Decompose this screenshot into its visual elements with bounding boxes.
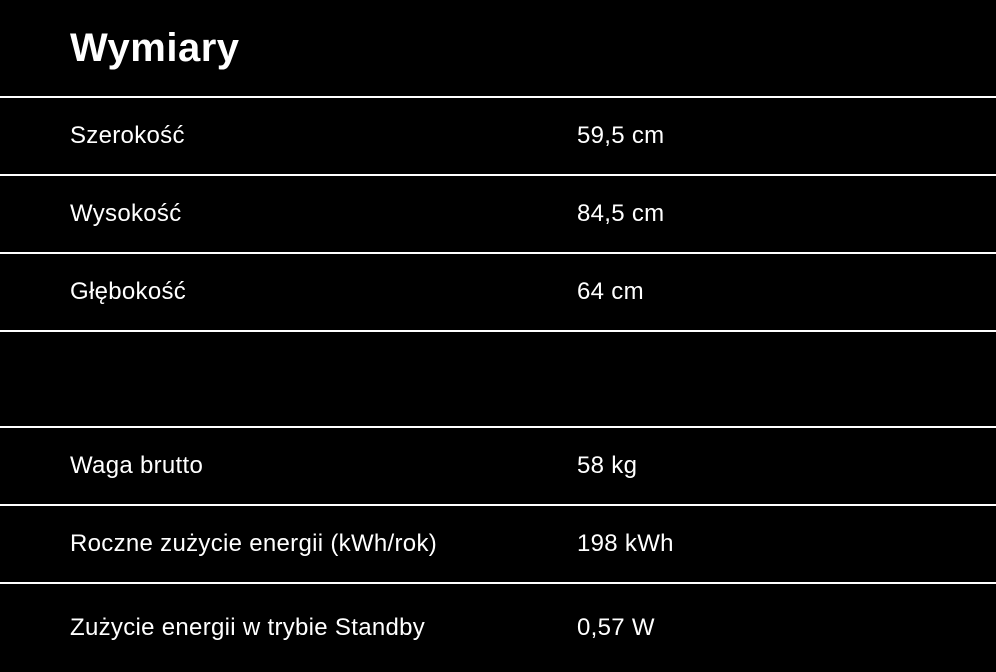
spec-value: 0,57 W [577,614,655,641]
spec-row-depth: Głębokość 64 cm [0,252,996,330]
spec-label: Zużycie energii w trybie Standby [70,614,426,641]
spec-value: 58 kg [577,452,638,479]
spec-label: Głębokość [70,278,187,305]
section-title: Wymiary [70,25,240,70]
spec-row-height: Wysokość 84,5 cm [0,174,996,252]
spec-row-standby-energy: Zużycie energii w trybie Standby 0,57 W [0,582,996,672]
spec-row-annual-energy: Roczne zużycie energii (kWh/rok) 198 kWh [0,504,996,582]
spec-value: 84,5 cm [577,200,665,227]
spec-row-spacer [0,330,996,426]
spec-label: Szerokość [70,122,185,149]
spec-label: Roczne zużycie energii (kWh/rok) [70,530,438,557]
spec-row-width: Szerokość 59,5 cm [0,96,996,174]
section-header: Wymiary [0,0,996,96]
spec-value: 64 cm [577,278,644,305]
spec-value: 198 kWh [577,530,674,557]
spec-value: 59,5 cm [577,122,665,149]
spec-label: Waga brutto [70,452,204,479]
spec-label: Wysokość [70,200,182,227]
spec-row-gross-weight: Waga brutto 58 kg [0,426,996,504]
